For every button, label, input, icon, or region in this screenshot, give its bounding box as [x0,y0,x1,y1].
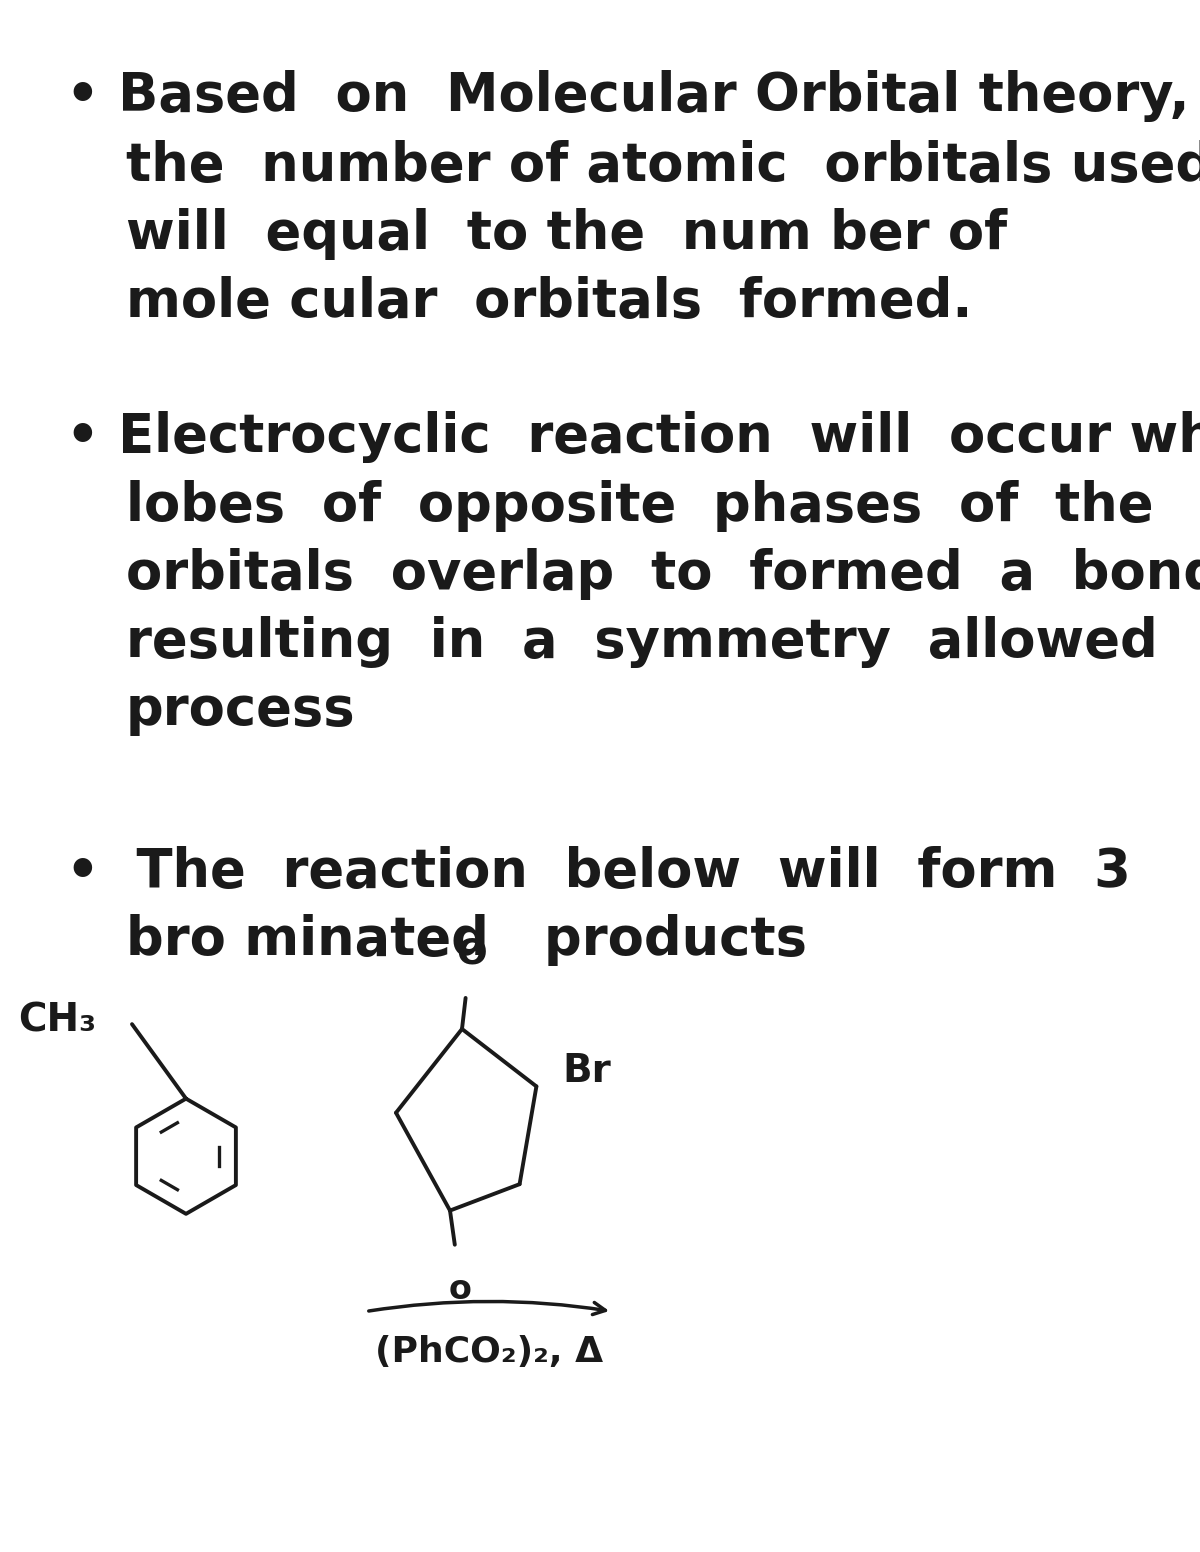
Text: the  number of atomic  orbitals used: the number of atomic orbitals used [126,140,1200,192]
Text: orbitals  overlap  to  formed  a  bond: orbitals overlap to formed a bond [126,548,1200,601]
Text: will  equal  to the  num ber of: will equal to the num ber of [126,208,1007,261]
Text: •  The  reaction  below  will  form  3: • The reaction below will form 3 [66,846,1130,899]
Text: Br: Br [563,1052,612,1090]
Text: resulting  in  a  symmetry  allowed: resulting in a symmetry allowed [126,616,1158,669]
Text: o: o [448,1273,472,1305]
Text: • Electrocyclic  reaction  will  occur when: • Electrocyclic reaction will occur when [66,411,1200,464]
Text: bro minated   products: bro minated products [126,914,808,967]
Text: • Based  on  Molecular Orbital theory,: • Based on Molecular Orbital theory, [66,70,1189,123]
Text: lobes  of  opposite  phases  of  the: lobes of opposite phases of the [126,480,1153,532]
Text: process: process [126,684,355,737]
Text: O: O [456,936,487,970]
Text: CH₃: CH₃ [18,1003,96,1040]
Text: mole cular  orbitals  formed.: mole cular orbitals formed. [126,276,972,329]
Text: (PhCO₂)₂, Δ: (PhCO₂)₂, Δ [374,1335,604,1369]
